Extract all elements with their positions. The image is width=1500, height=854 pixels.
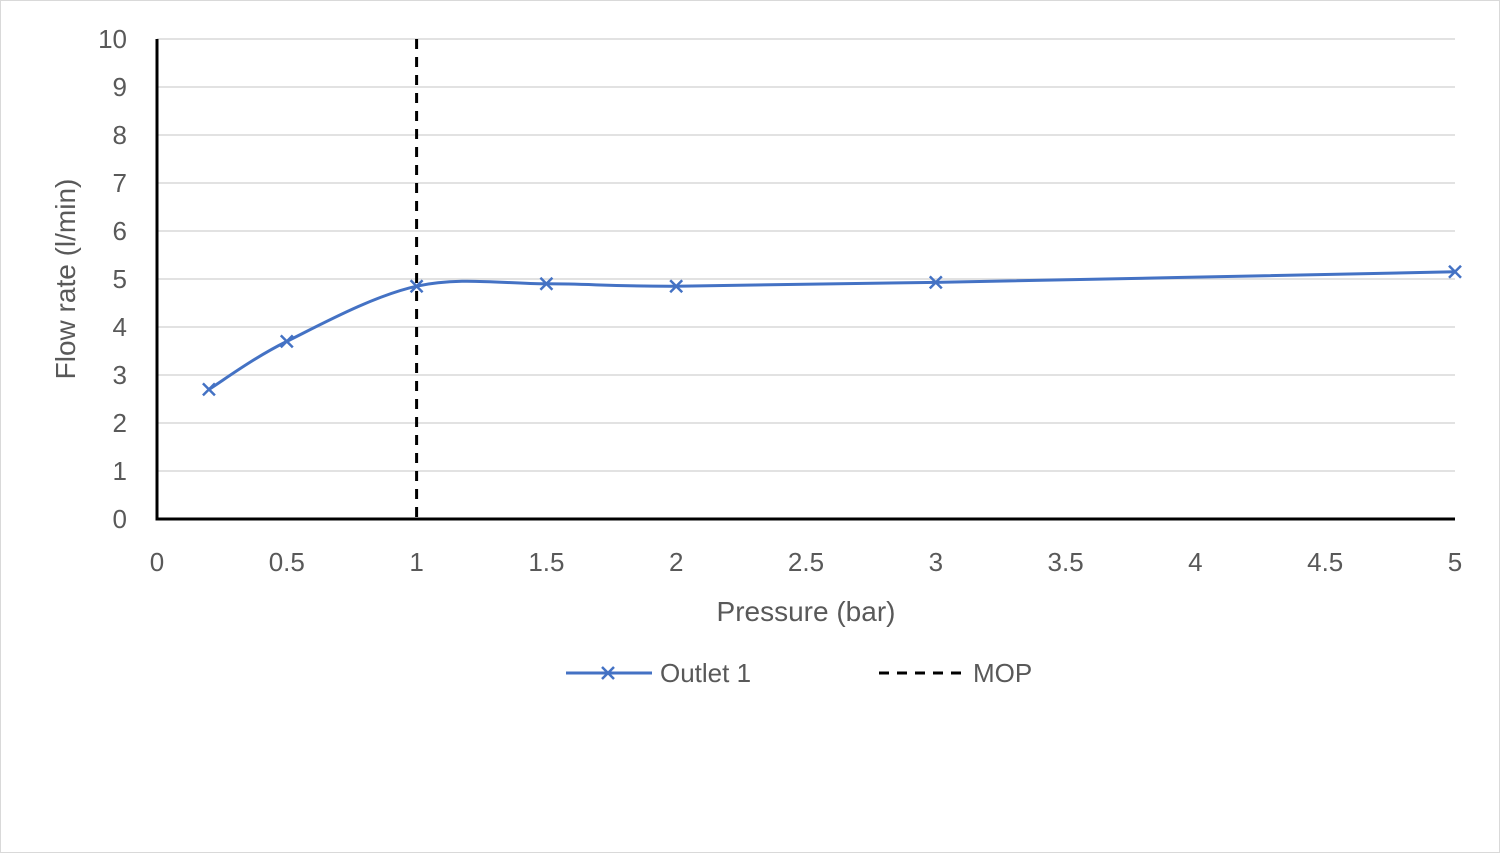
- legend-outlet-label: Outlet 1: [660, 658, 751, 688]
- y-tick-label: 8: [113, 120, 127, 150]
- x-tick-label: 3.5: [1048, 547, 1084, 577]
- gridlines: [157, 38, 1455, 472]
- data-point-marker: [279, 334, 294, 349]
- data-point-marker: [1448, 264, 1462, 279]
- y-tick-label: 4: [113, 312, 127, 342]
- data-point-marker: [928, 275, 943, 290]
- x-tick-label: 3: [929, 547, 943, 577]
- data-point-marker: [409, 279, 424, 294]
- x-tick-label: 0: [150, 547, 164, 577]
- x-tick-label: 5: [1448, 547, 1462, 577]
- y-tick-labels: 0 1 2 3 4 5 6 7 8 9 10: [98, 24, 127, 534]
- legend-item-outlet: Outlet 1: [566, 658, 751, 688]
- y-tick-label: 3: [113, 360, 127, 390]
- y-axis-title: Flow rate (l/min): [50, 179, 81, 380]
- y-tick-label: 6: [113, 216, 127, 246]
- outlet-line: [208, 270, 1456, 391]
- outlet-series: [202, 264, 1462, 397]
- x-axis-title: Pressure (bar): [717, 596, 896, 627]
- y-tick-label: 1: [113, 456, 127, 486]
- y-tick-label: 5: [113, 264, 127, 294]
- x-tick-label: 4.5: [1307, 547, 1343, 577]
- data-point-marker: [539, 276, 554, 291]
- axes: [155, 39, 1455, 521]
- data-point-marker: [202, 382, 216, 397]
- x-tick-label: 0.5: [269, 547, 305, 577]
- legend-outlet-marker: [601, 666, 615, 680]
- legend: Outlet 1 MOP: [566, 658, 1032, 688]
- data-point-marker: [669, 279, 684, 294]
- y-tick-label: 2: [113, 408, 127, 438]
- y-tick-label: 10: [98, 24, 127, 54]
- x-tick-label: 1: [409, 547, 423, 577]
- y-tick-label: 0: [113, 504, 127, 534]
- y-tick-label: 7: [113, 168, 127, 198]
- x-tick-label: 2.5: [788, 547, 824, 577]
- x-tick-label: 4: [1188, 547, 1202, 577]
- x-tick-label: 2: [669, 547, 683, 577]
- x-tick-labels: 0 0.5 1 1.5 2 2.5 3 3.5 4 4.5 5: [150, 547, 1462, 577]
- y-tick-label: 9: [113, 72, 127, 102]
- x-tick-label: 1.5: [528, 547, 564, 577]
- legend-item-mop: MOP: [879, 658, 1032, 688]
- legend-mop-label: MOP: [973, 658, 1032, 688]
